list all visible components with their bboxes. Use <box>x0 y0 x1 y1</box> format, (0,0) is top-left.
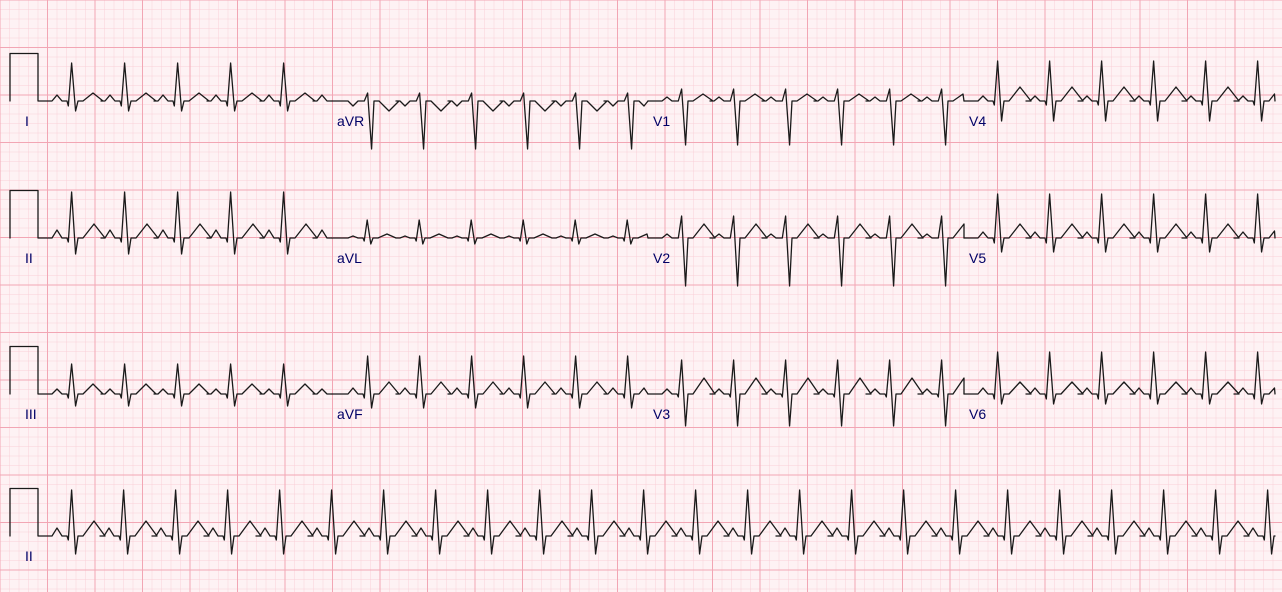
ecg-svg-canvas <box>0 0 1282 592</box>
ecg-strip-viewer: IaVRV1V4IIaVLV2V5IIIaVFV3V6II <box>0 0 1282 592</box>
